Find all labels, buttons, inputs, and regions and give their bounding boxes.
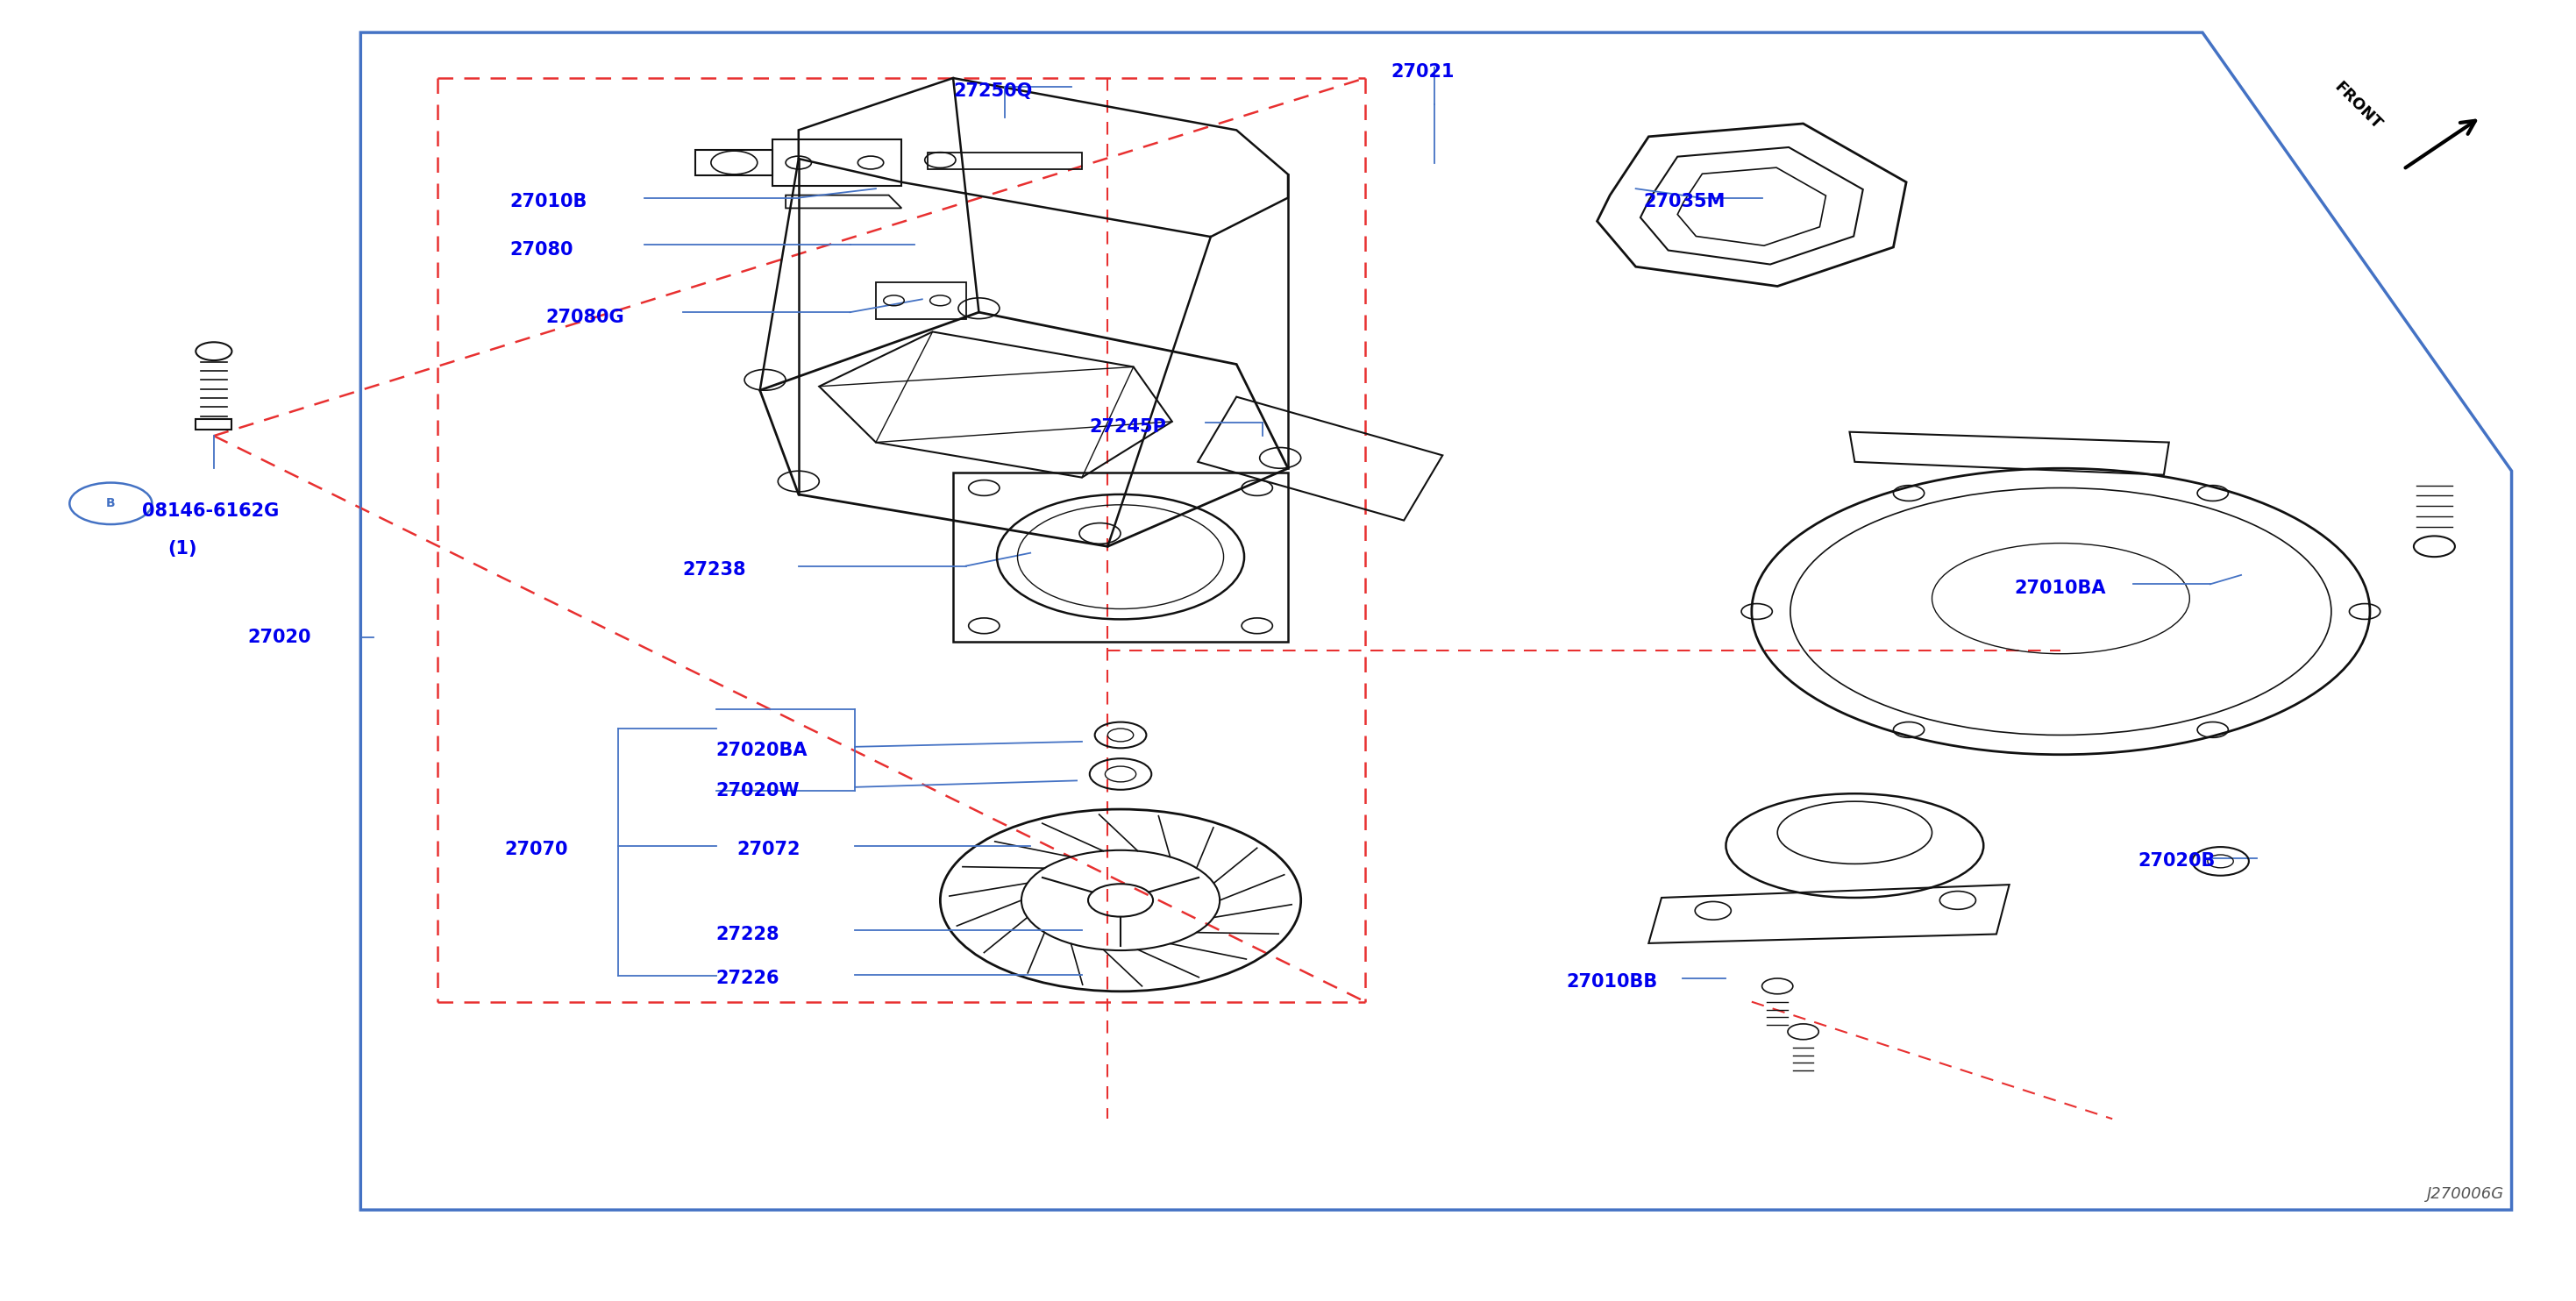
Text: 27021: 27021 — [1391, 62, 1455, 81]
Text: 27238: 27238 — [683, 561, 747, 579]
Text: 27250Q: 27250Q — [953, 82, 1033, 100]
Text: 27226: 27226 — [716, 969, 781, 987]
Text: 08146-6162G: 08146-6162G — [142, 502, 278, 520]
Text: 27070: 27070 — [505, 840, 569, 859]
Text: 27020W: 27020W — [716, 782, 801, 800]
Text: 27035M: 27035M — [1643, 193, 1726, 211]
Text: 27245P: 27245P — [1090, 418, 1167, 436]
Text: 27010B: 27010B — [510, 193, 587, 211]
Text: 27010BB: 27010BB — [1566, 973, 1656, 991]
Text: 27228: 27228 — [716, 925, 781, 943]
Text: FRONT: FRONT — [2331, 79, 2385, 133]
Text: 27020B: 27020B — [2138, 852, 2215, 870]
Text: J270006G: J270006G — [2427, 1187, 2504, 1202]
Text: 27072: 27072 — [737, 840, 801, 859]
Text: B: B — [106, 497, 116, 510]
Text: 27010BA: 27010BA — [2014, 579, 2107, 597]
Text: 27020: 27020 — [247, 628, 312, 647]
Text: (1): (1) — [167, 540, 196, 558]
Text: 27080G: 27080G — [546, 308, 626, 327]
Text: 27080: 27080 — [510, 241, 574, 259]
Text: 27020BA: 27020BA — [716, 742, 809, 760]
